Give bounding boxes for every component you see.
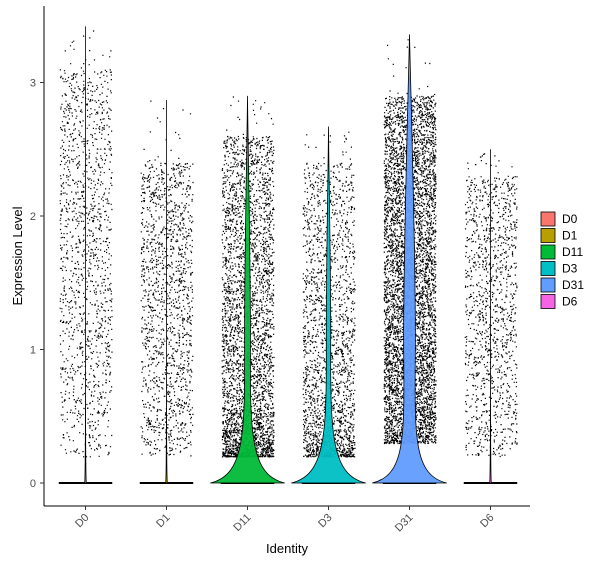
legend-swatch: [540, 211, 556, 227]
y-tick-label: 1: [30, 345, 36, 357]
y-tick-label: 3: [30, 78, 36, 90]
x-axis-ticks: D0 D1 D11 D3 D31 D6: [73, 506, 497, 535]
x-tick-label: D31: [393, 512, 416, 535]
legend-swatch: [540, 277, 556, 293]
y-axis-ticks: 0 1 2 3: [30, 78, 44, 490]
x-tick-label: D0: [73, 512, 91, 530]
x-tick-label: D1: [154, 512, 172, 530]
legend-label: D6: [562, 295, 578, 309]
points-d11: [221, 96, 275, 458]
plot-area: [58, 26, 518, 484]
violin-d6: [489, 149, 492, 484]
points-d6: [464, 153, 518, 458]
y-axis-title: Expression Level: [10, 206, 25, 305]
y-tick-label: 2: [30, 211, 36, 223]
x-axis-title: Identity: [266, 541, 308, 556]
violin-d11: [210, 95, 285, 484]
x-tick-label: D3: [316, 512, 334, 530]
legend-label: D0: [562, 212, 578, 226]
violin-d0: [84, 26, 87, 484]
violin-d3: [291, 126, 366, 484]
legend-label: D11: [562, 245, 583, 259]
y-tick-label: 0: [30, 478, 36, 490]
legend-item-d11: D11: [540, 244, 583, 260]
legend-label: D3: [562, 262, 578, 276]
legend-item-d0: D0: [540, 211, 578, 227]
violin-d31: [372, 34, 447, 484]
points-d1: [140, 100, 194, 457]
violin-d1: [165, 99, 168, 484]
legend-swatch: [540, 228, 556, 243]
x-tick-label: D6: [478, 512, 496, 530]
points-d0: [59, 30, 113, 458]
jitter-points: [58, 30, 518, 484]
legend-item-d6: D6: [540, 294, 578, 309]
legend: D0 D1 D11 D3 D31 D6: [540, 211, 584, 309]
x-tick-label: D11: [231, 512, 253, 534]
legend-label: D31: [562, 278, 584, 292]
legend-item-d31: D31: [540, 277, 584, 293]
legend-swatch: [540, 294, 556, 309]
legend-swatch: [540, 261, 556, 276]
legend-label: D1: [562, 229, 578, 243]
legend-item-d3: D3: [540, 261, 578, 276]
legend-swatch: [540, 244, 556, 260]
points-d31: [383, 39, 437, 445]
violins: [84, 26, 492, 484]
legend-item-d1: D1: [540, 228, 578, 243]
